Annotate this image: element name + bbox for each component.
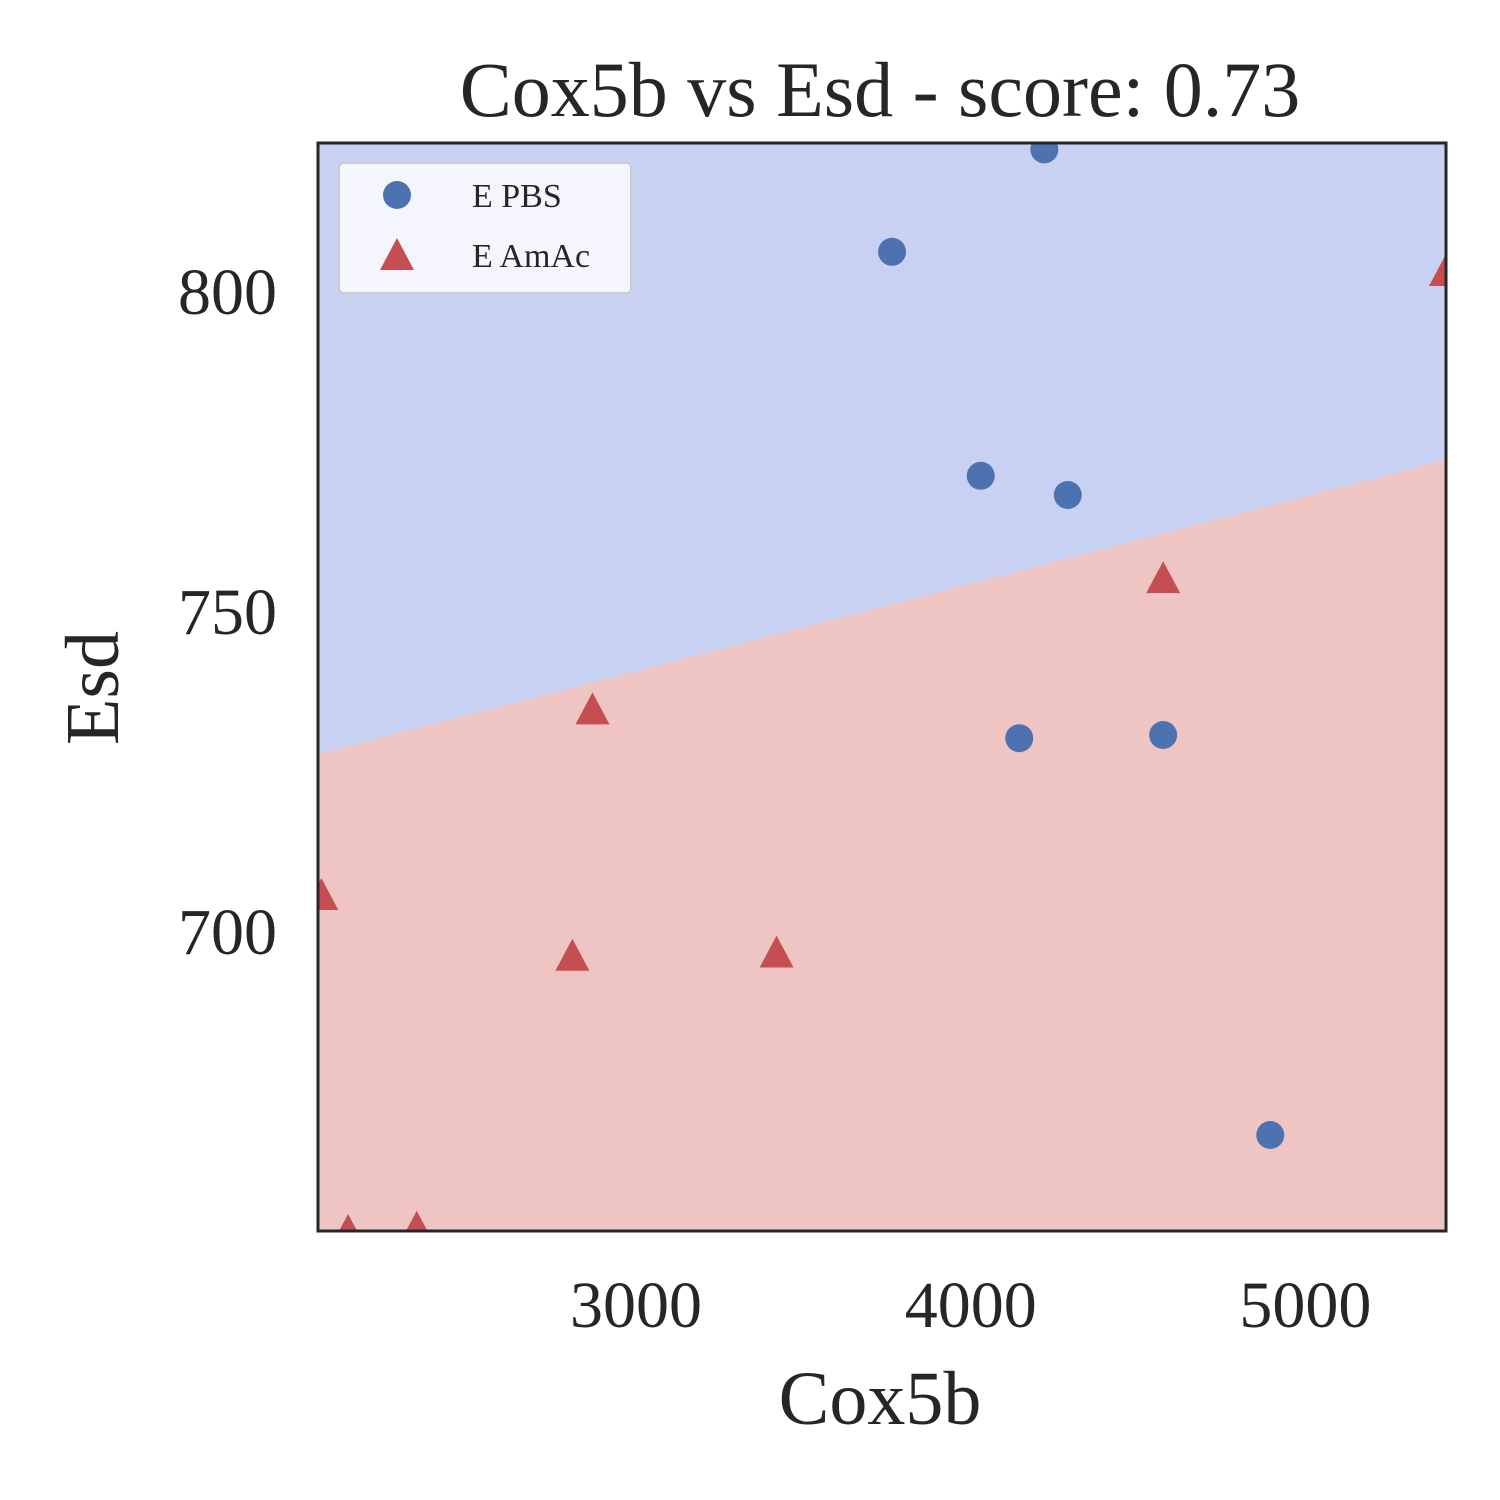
x-tick-label: 4000 [905, 1269, 1037, 1342]
point-e-amac [759, 935, 794, 968]
point-e-pbs [1149, 721, 1178, 749]
legend-label: E AmAc [472, 238, 590, 275]
y-tick-label: 700 [178, 896, 277, 969]
point-e-amac [405, 1210, 428, 1231]
point-e-amac [555, 938, 590, 971]
point-e-pbs [1256, 1121, 1285, 1149]
region-e-amac [318, 459, 1446, 1231]
y-tick-label: 800 [178, 256, 277, 329]
point-e-pbs [1005, 724, 1034, 753]
point-e-pbs [878, 237, 907, 266]
legend-label: E PBS [472, 178, 562, 215]
y-axis-label: Esd [51, 631, 135, 745]
chart-title: Cox5b vs Esd - score: 0.73 [460, 46, 1301, 133]
data-points [318, 143, 1446, 1231]
point-e-amac [1146, 561, 1181, 594]
point-e-amac [339, 1214, 358, 1231]
x-tick-label: 3000 [570, 1269, 702, 1342]
y-tick-label: 750 [178, 576, 277, 649]
point-e-pbs [1053, 481, 1082, 509]
decision-regions [318, 143, 1446, 1231]
x-tick-label: 5000 [1239, 1269, 1371, 1342]
x-axis-ticks: 3000 4000 5000 [570, 1269, 1371, 1342]
point-e-amac [575, 692, 610, 725]
region-e-pbs [318, 143, 1446, 755]
x-axis-label: Cox5b [779, 1357, 982, 1441]
legend-box [338, 162, 632, 294]
plot-frame [316, 141, 1448, 1233]
legend-marker-e-amac [380, 238, 414, 270]
point-e-amac [1429, 254, 1446, 286]
legend: E PBS E AmAc [338, 162, 632, 294]
point-e-amac [318, 878, 339, 910]
point-e-pbs [1030, 143, 1059, 164]
y-axis-ticks: 700 750 800 [178, 256, 277, 969]
legend-marker-e-pbs [383, 181, 411, 209]
point-e-pbs [966, 461, 995, 490]
